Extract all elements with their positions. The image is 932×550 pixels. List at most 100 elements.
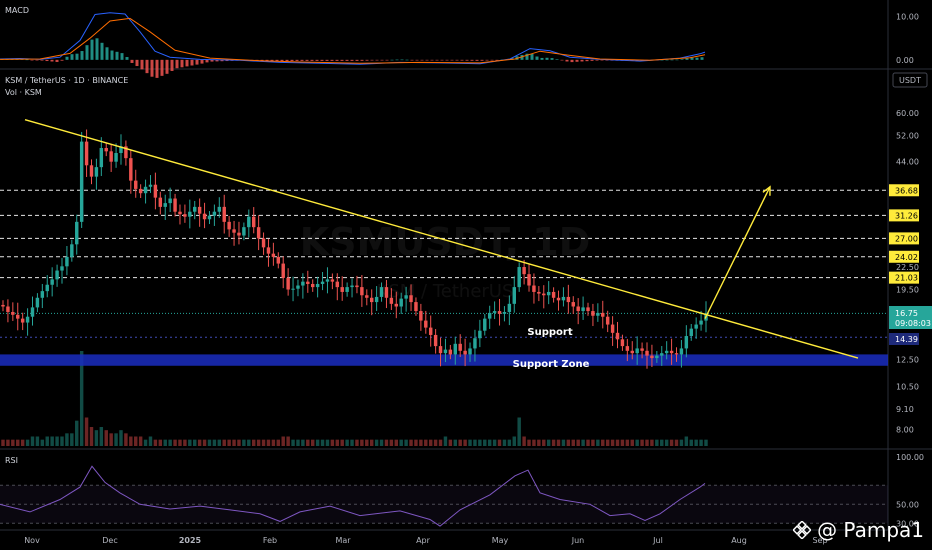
macd-histogram-bar xyxy=(110,50,114,60)
macd-histogram-bar xyxy=(425,59,429,61)
candle-body xyxy=(11,311,15,315)
candle-body xyxy=(281,263,285,278)
macd-histogram-bar xyxy=(140,59,144,70)
macd-tick-label: 0.00 xyxy=(896,56,914,65)
volume-bar xyxy=(492,439,497,446)
chart-watermark: KSMUSDT, 1D xyxy=(300,220,591,264)
candle-body xyxy=(620,339,625,347)
volume-bar xyxy=(301,439,305,446)
volume-bar xyxy=(158,439,163,446)
candle-body xyxy=(566,296,571,303)
volume-bar xyxy=(55,436,59,446)
volume-bar xyxy=(183,439,187,446)
volume-bar xyxy=(517,417,521,446)
volume-bar xyxy=(94,430,99,446)
candle-body xyxy=(35,297,40,308)
macd-histogram-bar xyxy=(290,59,294,61)
candle-body xyxy=(360,287,364,296)
volume-bar xyxy=(16,439,20,446)
volume-bar xyxy=(497,439,502,446)
macd-series-line-0 xyxy=(0,12,706,65)
time-tick-label: 2025 xyxy=(179,536,202,545)
macd-histogram-bar xyxy=(270,59,274,61)
volume-bar xyxy=(551,439,556,446)
volume-bar xyxy=(1,439,5,446)
macd-histogram-bar xyxy=(190,59,194,66)
volume-bar xyxy=(689,439,693,446)
volume-title: Vol · KSM xyxy=(5,88,42,97)
volume-bar xyxy=(310,439,315,446)
volume-bar xyxy=(640,439,644,446)
volume-bar xyxy=(202,439,207,446)
volume-bar xyxy=(576,439,580,446)
macd-histogram-bar xyxy=(405,59,409,61)
volume-bar xyxy=(306,439,310,446)
price-tick-label: 44.00 xyxy=(896,158,919,167)
volume-bar xyxy=(296,439,300,446)
time-tick-label: Jul xyxy=(652,536,663,545)
volume-bar xyxy=(281,436,285,446)
volume-bar xyxy=(394,439,399,446)
macd-histogram-bar xyxy=(200,59,204,64)
support-price-tag: 14.39 xyxy=(895,335,918,344)
candle-body xyxy=(286,277,290,290)
macd-histogram-bar xyxy=(285,59,289,62)
macd-histogram-bar xyxy=(275,59,279,62)
candle-body xyxy=(6,306,10,312)
candle-body xyxy=(389,297,394,304)
volume-bar xyxy=(163,439,167,446)
level-price-tag-bg xyxy=(889,232,919,245)
volume-bar xyxy=(561,439,566,446)
macd-histogram-bar xyxy=(665,59,669,61)
time-tick-label: Sep xyxy=(812,536,827,545)
macd-histogram-bar xyxy=(145,59,149,74)
macd-histogram-bar xyxy=(130,59,134,63)
volume-bar xyxy=(188,439,192,446)
volume-bar xyxy=(615,439,620,446)
macd-histogram-bar xyxy=(205,59,209,63)
candle-body xyxy=(25,316,30,323)
candle-body xyxy=(615,332,620,340)
currency-badge[interactable]: USDT xyxy=(899,76,921,85)
macd-histogram-bar xyxy=(95,38,99,60)
macd-series-line-1 xyxy=(0,17,706,64)
candle-body xyxy=(630,350,634,354)
candle-body xyxy=(596,312,600,316)
candle-body xyxy=(561,296,566,301)
candle-body xyxy=(433,334,438,347)
macd-histogram-bar xyxy=(530,54,534,60)
support-zone-band xyxy=(0,354,888,366)
macd-histogram-bar xyxy=(585,59,589,62)
candle-body xyxy=(16,314,20,319)
macd-histogram-bar xyxy=(465,59,469,61)
currency-badge-bg[interactable] xyxy=(892,72,928,88)
candle-body xyxy=(542,293,546,296)
candle-body xyxy=(232,229,236,233)
trendline xyxy=(24,118,859,359)
candle-body xyxy=(551,291,556,298)
macd-histogram-bar xyxy=(590,59,594,61)
macd-histogram-bar xyxy=(315,59,319,61)
volume-bar xyxy=(143,439,148,446)
macd-histogram-bar xyxy=(535,56,539,60)
macd-histogram-bar xyxy=(160,59,164,76)
candle-body xyxy=(404,295,408,299)
volume-bar xyxy=(197,439,202,446)
volume-bar xyxy=(483,439,487,446)
candle-body xyxy=(119,146,123,154)
volume-bar xyxy=(684,436,689,446)
macd-histogram-bar xyxy=(470,59,474,61)
candle-body xyxy=(168,198,172,204)
volume-bar xyxy=(153,439,158,446)
volume-bar xyxy=(369,439,374,446)
volume-bar xyxy=(655,439,659,446)
author-credit: @ Pampa1 xyxy=(793,518,924,542)
candle-body xyxy=(650,355,654,359)
levels-layer: 36.68 31.26 27.00 24.02 21.03 xyxy=(0,184,919,338)
level-price-tag-bg xyxy=(889,184,919,197)
rsi-tick-label: 100.00 xyxy=(896,453,924,462)
macd-histogram-bar xyxy=(520,54,524,60)
volume-bar xyxy=(335,439,340,446)
candle-body xyxy=(428,327,433,335)
volume-bar xyxy=(409,439,413,446)
